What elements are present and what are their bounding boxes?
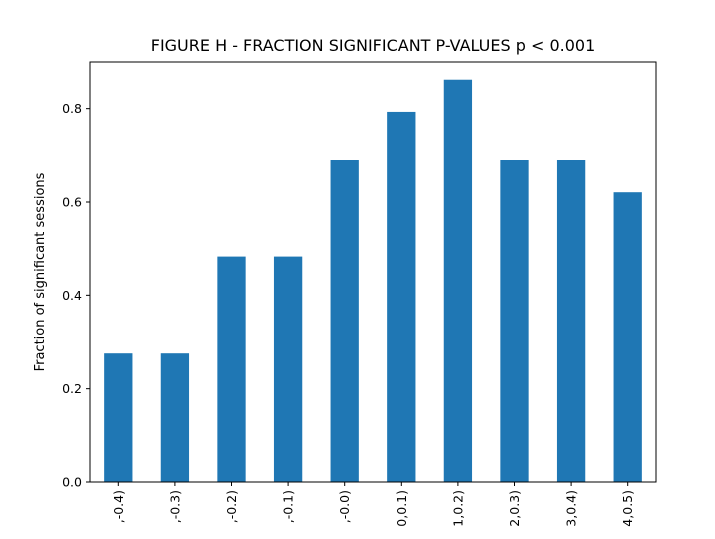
x-tick-label-6: 1,0.2) bbox=[450, 490, 465, 527]
bars-group bbox=[104, 79, 642, 483]
bar-4 bbox=[330, 160, 359, 482]
y-tick-label-3: 0.6 bbox=[62, 195, 82, 210]
y-axis-ticks: 0.0 0.2 0.4 0.6 0.8 bbox=[62, 101, 90, 490]
y-tick-label-2: 0.4 bbox=[62, 288, 82, 303]
bar-5 bbox=[387, 111, 416, 483]
bar-0 bbox=[104, 353, 133, 482]
y-axis-label: Fraction of significant sessions bbox=[33, 172, 48, 371]
bar-9 bbox=[613, 192, 642, 482]
bar-6 bbox=[443, 79, 473, 482]
bar-2 bbox=[217, 256, 246, 482]
bar-7 bbox=[500, 160, 529, 482]
bar-3 bbox=[273, 256, 303, 482]
x-tick-label-3: ,-0.1) bbox=[281, 490, 296, 523]
x-tick-label-7: 2,0.3) bbox=[507, 490, 522, 527]
x-tick-label-1: ,-0.3) bbox=[167, 490, 182, 523]
y-tick-label-1: 0.2 bbox=[62, 381, 82, 396]
x-tick-label-0: ,-0.4) bbox=[111, 490, 126, 523]
x-axis-ticks: ,-0.4) ,-0.3) ,-0.2) ,-0.1) ,-0.0) 0,0.1) 1,0.… bbox=[111, 482, 635, 527]
x-tick-label-9: 4,0.5) bbox=[620, 490, 635, 527]
y-tick-label-4: 0.8 bbox=[62, 101, 82, 116]
bar-1 bbox=[160, 353, 190, 482]
x-tick-label-5: 0,0.1) bbox=[394, 490, 409, 527]
x-tick-label-2: ,-0.2) bbox=[224, 490, 239, 523]
x-tick-label-4: ,-0.0) bbox=[337, 490, 352, 523]
chart-title: FIGURE H - FRACTION SIGNIFICANT P-VALUES… bbox=[151, 36, 596, 55]
x-tick-label-8: 3,0.4) bbox=[564, 490, 579, 527]
bar-8 bbox=[556, 160, 586, 482]
y-tick-label-0: 0.0 bbox=[62, 475, 82, 490]
plot-area-frame bbox=[89, 61, 657, 483]
